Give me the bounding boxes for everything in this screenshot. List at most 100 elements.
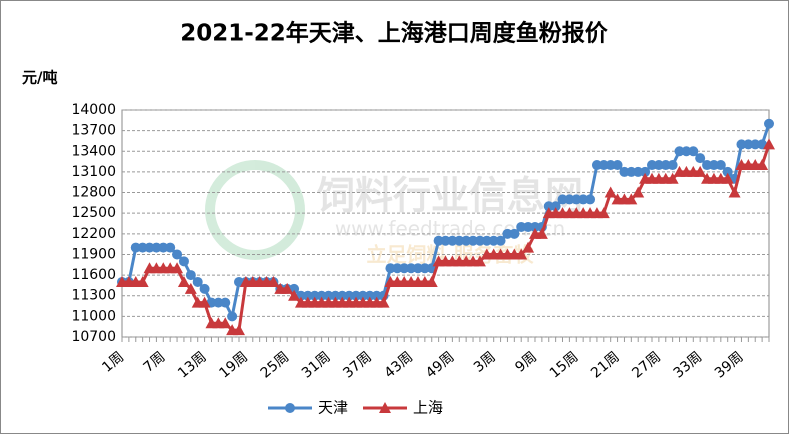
point (144, 242, 155, 253)
point (425, 275, 438, 287)
point (130, 242, 141, 253)
point (351, 290, 362, 301)
y-tick-label: 11300 (71, 288, 116, 304)
point (198, 296, 211, 308)
point (646, 160, 657, 171)
point (666, 172, 679, 184)
point (640, 166, 651, 177)
point (185, 270, 196, 281)
point (172, 249, 183, 260)
point (702, 160, 713, 171)
point (184, 282, 197, 294)
point (605, 160, 616, 171)
point (756, 159, 769, 171)
point (177, 275, 190, 287)
point (171, 262, 184, 274)
series (116, 138, 775, 336)
y-tick-label: 10700 (71, 329, 116, 345)
point (535, 227, 548, 239)
point (158, 242, 169, 253)
point (199, 283, 210, 294)
y-tick-label: 12500 (71, 205, 116, 221)
point (509, 228, 520, 239)
point (267, 275, 280, 287)
point (288, 289, 301, 301)
point (515, 248, 528, 260)
point (302, 290, 313, 301)
point (433, 235, 444, 246)
point (625, 193, 638, 205)
point (488, 235, 499, 246)
point (323, 290, 334, 301)
point (667, 160, 678, 171)
point (454, 235, 465, 246)
point (502, 228, 513, 239)
point (399, 263, 410, 274)
point (728, 186, 741, 198)
point (695, 153, 706, 164)
point (371, 290, 382, 301)
point (392, 263, 403, 274)
point (495, 235, 506, 246)
point (151, 242, 162, 253)
point (743, 139, 754, 150)
point (715, 160, 726, 171)
y-tick-label: 14000 (71, 102, 116, 118)
point (694, 165, 707, 177)
point (316, 290, 327, 301)
point (165, 242, 176, 253)
point (633, 166, 644, 177)
point (419, 263, 430, 274)
y-tick-label: 13400 (71, 143, 116, 159)
point (281, 282, 294, 294)
point (564, 194, 575, 205)
point (522, 241, 535, 253)
y-tick-label: 11000 (71, 308, 116, 324)
point (619, 166, 630, 177)
watermark-logo (205, 160, 305, 260)
point (440, 235, 451, 246)
point (285, 403, 295, 413)
point (585, 194, 596, 205)
point (660, 160, 671, 171)
point (233, 324, 246, 336)
point (591, 160, 602, 171)
point (721, 172, 734, 184)
point (674, 146, 685, 157)
point (219, 317, 232, 329)
point (309, 290, 320, 301)
point (377, 296, 390, 308)
point (473, 255, 486, 267)
y-tick-label: 13700 (71, 123, 116, 139)
point (364, 290, 375, 301)
point (764, 118, 774, 129)
point (557, 194, 568, 205)
point (137, 242, 148, 253)
point (543, 201, 554, 212)
y-tick-label: 11600 (71, 267, 116, 283)
point (227, 311, 238, 322)
point (406, 263, 417, 274)
point (722, 166, 733, 177)
chart-title: 2021-22年天津、上海港口周度鱼粉报价 (180, 20, 609, 47)
y-tick-label: 12800 (71, 185, 116, 201)
point (688, 146, 699, 157)
point (529, 221, 540, 232)
point (550, 201, 561, 212)
point (136, 275, 149, 287)
watermark-text: 饲料行业信息网 (317, 174, 583, 218)
legend-label: 天津 (318, 399, 348, 417)
y-tick-label: 13100 (71, 164, 116, 180)
point (412, 263, 423, 274)
point (178, 256, 189, 267)
y-tick-label: 12200 (71, 226, 116, 242)
point (681, 146, 692, 157)
point (481, 235, 492, 246)
point (379, 402, 391, 413)
point (708, 160, 719, 171)
point (447, 235, 458, 246)
point (192, 276, 203, 287)
point (474, 235, 485, 246)
